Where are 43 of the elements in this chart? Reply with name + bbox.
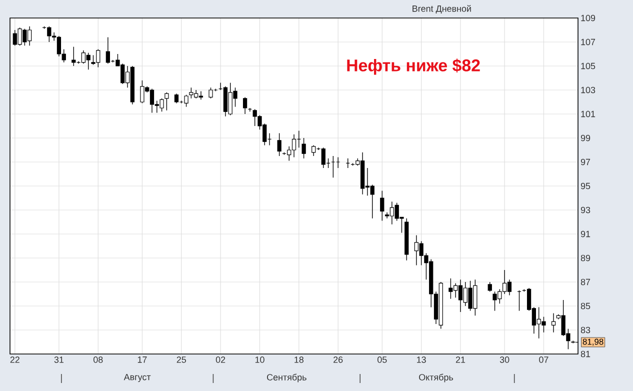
candlestick — [164, 92, 169, 111]
y-tick-label: 97 — [580, 158, 590, 166]
x-tick-label: 25 — [176, 356, 186, 363]
candlestick — [380, 190, 384, 222]
y-tick-label: 95 — [580, 182, 590, 190]
x-tick-label: 07 — [539, 356, 548, 363]
y-tick-label: 83 — [580, 326, 590, 334]
y-tick-label: 91 — [580, 230, 590, 238]
text: Сентябрь — [267, 374, 306, 382]
annotation: 81,98 — [582, 338, 604, 346]
x-tick-label: 30 — [500, 356, 510, 363]
x-tick-label: 21 — [456, 356, 466, 363]
x-tick-label: 10 — [255, 356, 264, 363]
y-tick-label: 93 — [580, 206, 590, 214]
y-tick-label: 89 — [580, 254, 590, 262]
x-tick-label: 17 — [138, 356, 147, 363]
candlestick — [551, 312, 556, 333]
y-tick-label: 85 — [580, 302, 590, 310]
candlestick — [242, 96, 248, 114]
candlestick — [488, 282, 492, 292]
candlestick — [302, 138, 306, 159]
y-tick-label: 109 — [581, 14, 596, 22]
x-tick-label: 13 — [417, 356, 426, 363]
x-tick-label: 31 — [54, 356, 64, 363]
y-tick-label: 99 — [580, 134, 590, 142]
y-tick-label: 107 — [581, 38, 596, 46]
y-tick-label: 81 — [580, 350, 590, 358]
x-tick-label: 22 — [10, 356, 20, 363]
x-tick-label: 18 — [294, 356, 304, 363]
x-tick-label: 02 — [216, 356, 226, 363]
y-tick-label: 101 — [581, 110, 596, 118]
text: Нефть ниже $82 — [347, 58, 480, 75]
y-tick-label: 105 — [581, 62, 596, 70]
x-tick-label: 05 — [378, 356, 387, 363]
x-tick-label: 08 — [93, 356, 103, 363]
chart-subtitle: Brent Дневной — [412, 5, 471, 14]
text: Октябрь — [419, 374, 454, 382]
candlestick — [277, 132, 282, 156]
text: Август — [124, 374, 151, 382]
x-tick-label: 26 — [334, 356, 343, 363]
candlestick — [174, 93, 179, 104]
y-tick-label: 87 — [580, 278, 590, 286]
y-tick-label: 103 — [581, 86, 596, 94]
